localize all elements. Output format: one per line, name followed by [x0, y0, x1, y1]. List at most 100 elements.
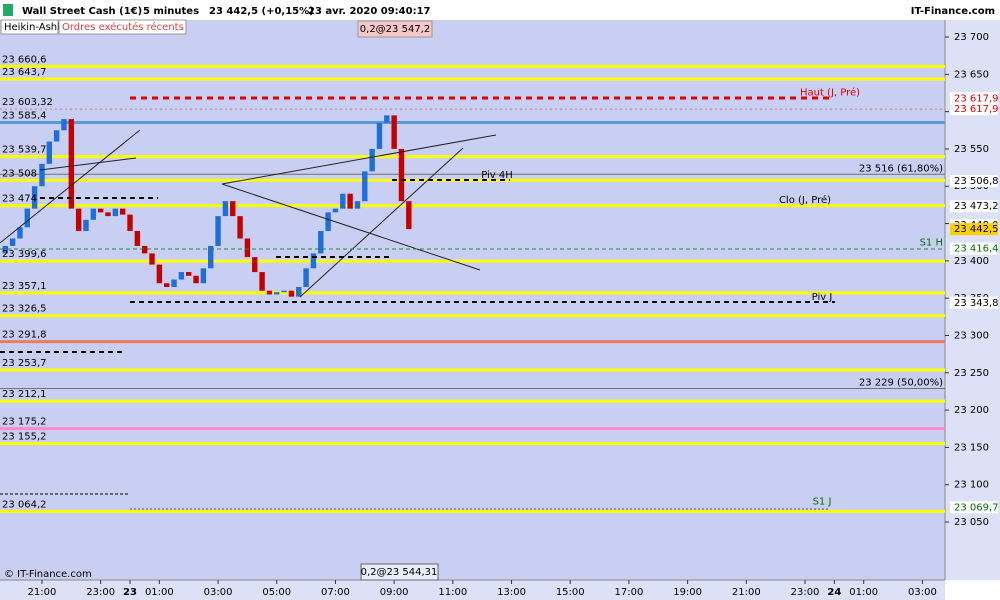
x-tick-label: 09:00	[380, 587, 409, 598]
candle	[112, 208, 119, 217]
dashed-levels	[0, 179, 835, 353]
candle	[244, 238, 251, 258]
x-tick-label: 17:00	[615, 587, 644, 598]
x-tick-label: 03:00	[908, 587, 937, 598]
candle	[237, 216, 243, 239]
candle	[376, 122, 383, 149]
candle	[68, 119, 75, 209]
candle	[259, 272, 265, 291]
candle	[391, 115, 397, 149]
candle	[288, 290, 295, 297]
candle	[53, 130, 60, 142]
y-tick-label: 23 650	[954, 69, 989, 80]
candle	[163, 283, 170, 287]
candle	[318, 231, 324, 254]
level-label: 23 539,7	[2, 145, 47, 156]
annotation: S1 J	[813, 496, 832, 507]
y-tick-label: 23 250	[954, 368, 989, 379]
candle	[61, 119, 67, 131]
price-tag-label: 23 617,9	[954, 104, 999, 115]
candle	[252, 257, 258, 273]
x-tick-label: 15:00	[556, 587, 585, 598]
candle	[31, 186, 38, 209]
price-tag-label: 23 343,8	[954, 298, 999, 309]
instrument: Wall Street Cash (1€)	[22, 6, 142, 17]
orders-button[interactable]	[58, 19, 187, 35]
candle	[208, 245, 214, 269]
level-label: 23 064,2	[2, 499, 47, 510]
candle	[362, 171, 368, 202]
y-tick-label: 23 050	[954, 517, 989, 528]
candle	[200, 268, 207, 284]
price-tag-label: 23 069,7	[954, 502, 999, 513]
copyright: © IT-Finance.com	[4, 569, 92, 580]
x-axis-area	[0, 580, 945, 600]
price-tag	[950, 242, 998, 255]
candle	[9, 238, 16, 246]
x-tick-label: 23:00	[791, 587, 820, 598]
price-tag	[950, 175, 998, 188]
brand: IT-Finance.com	[911, 6, 995, 17]
annotation: 23 229 (50,00%)	[859, 377, 943, 388]
candle	[171, 279, 177, 287]
period: 5 minutes	[143, 6, 199, 17]
level-label: 23 212,1	[2, 389, 47, 400]
level-label: 23 474	[2, 194, 37, 205]
y-tick-label: 23 200	[954, 405, 989, 416]
x-tick-label: 21:00	[28, 587, 57, 598]
price-tag-label: 23 617,9	[954, 93, 999, 104]
level-label: 23 326,5	[2, 304, 47, 315]
candle	[178, 272, 185, 280]
candle	[39, 163, 45, 187]
candle	[303, 268, 309, 287]
candle	[215, 216, 221, 246]
logo-icon	[3, 4, 13, 16]
level-label: 23 643,7	[2, 67, 47, 78]
plot-area	[0, 20, 945, 580]
price-tag-label: 23 416,4	[954, 244, 999, 255]
style-button[interactable]	[0, 19, 59, 35]
x-tick-label: 13:00	[497, 587, 526, 598]
candle	[332, 208, 339, 213]
y-tick-label: 23 550	[954, 144, 989, 155]
timestamp: 23 avr. 2020 09:40:17	[308, 6, 431, 17]
annotation: S1 H	[920, 238, 943, 249]
x-tick-label: 07:00	[321, 587, 350, 598]
y-tick-label: 23 100	[954, 480, 989, 491]
x-tick-label: 05:00	[262, 587, 291, 598]
y-tick-label: 23 700	[954, 32, 989, 43]
candle	[266, 290, 273, 295]
candle	[24, 208, 30, 228]
candle	[398, 148, 405, 202]
x-tick-label: 01:00	[145, 587, 174, 598]
order-tag-label: 0,2@23 547,2	[360, 24, 430, 35]
annotation: Piv J	[812, 292, 833, 303]
trend-lines	[0, 129, 497, 298]
annotation: Haut (J, Pré)	[800, 86, 860, 98]
candle	[75, 208, 82, 232]
y-tick-label: 23 150	[954, 442, 989, 453]
candle	[230, 201, 236, 217]
candle	[2, 245, 8, 254]
candle	[156, 264, 163, 284]
x-tick-label: 19:00	[673, 587, 702, 598]
x-tick-label: 23	[123, 587, 137, 598]
annotation: Piv 4H	[481, 170, 513, 181]
x-tick-label: 01:00	[849, 587, 878, 598]
price-tag	[950, 103, 998, 116]
price-tag	[950, 200, 998, 213]
level-label: 23 585,4	[2, 111, 47, 122]
style-label: Heikin-Ashi	[4, 22, 60, 33]
level-label: 23 508	[2, 168, 37, 179]
price-tag	[950, 223, 998, 236]
candle	[193, 275, 199, 284]
annotation: 23 516 (61,80%)	[859, 163, 943, 174]
level-label: 23 660,6	[2, 54, 47, 65]
x-tick-label: 03:00	[204, 587, 233, 598]
candle	[141, 245, 148, 254]
candle	[340, 193, 346, 209]
candle	[354, 201, 361, 209]
candle	[296, 286, 302, 297]
candle	[281, 290, 287, 293]
candle	[384, 115, 390, 123]
